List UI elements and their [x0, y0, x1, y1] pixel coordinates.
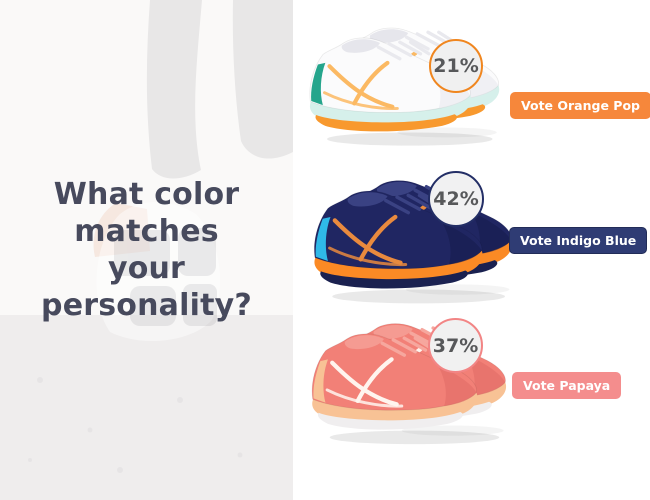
- percent-badge-indigo-blue: 42%: [428, 171, 484, 227]
- shoe-shadow: [332, 289, 506, 304]
- shoe-orange-accent: [93, 203, 150, 257]
- shoe-image-papaya: [300, 310, 512, 452]
- question-line: your: [107, 251, 186, 286]
- shoe-sole-tread: [114, 228, 217, 326]
- road-speckle: [28, 377, 243, 473]
- question-line: personality?: [41, 288, 252, 323]
- shoe-sole-highlight: [96, 202, 221, 342]
- percent-value: 37%: [432, 334, 479, 357]
- shoe-image-orange-pop: [298, 16, 505, 152]
- hero-panel: What color matches your personality?: [0, 0, 293, 500]
- shoe-image-indigo-blue: [302, 167, 518, 311]
- vote-button-indigo-blue[interactable]: Vote Indigo Blue: [509, 227, 648, 254]
- percent-badge-papaya: 37%: [428, 318, 483, 373]
- poll-question: What color matches your personality?: [0, 176, 293, 324]
- shoe-shadow: [326, 132, 493, 146]
- shoe-shadow: [329, 430, 500, 445]
- vote-button-orange-pop[interactable]: Vote Orange Pop: [510, 92, 650, 119]
- road-surface: [0, 315, 293, 500]
- runner-photo-faded: [0, 0, 293, 500]
- question-line: matches: [74, 214, 219, 249]
- percent-value: 21%: [433, 55, 479, 77]
- runner-legs-silhouette: [146, 0, 293, 179]
- percent-value: 42%: [433, 188, 479, 210]
- vote-button-papaya[interactable]: Vote Papaya: [512, 372, 622, 399]
- percent-badge-orange-pop: 21%: [429, 39, 483, 93]
- question-line: What color: [53, 177, 240, 212]
